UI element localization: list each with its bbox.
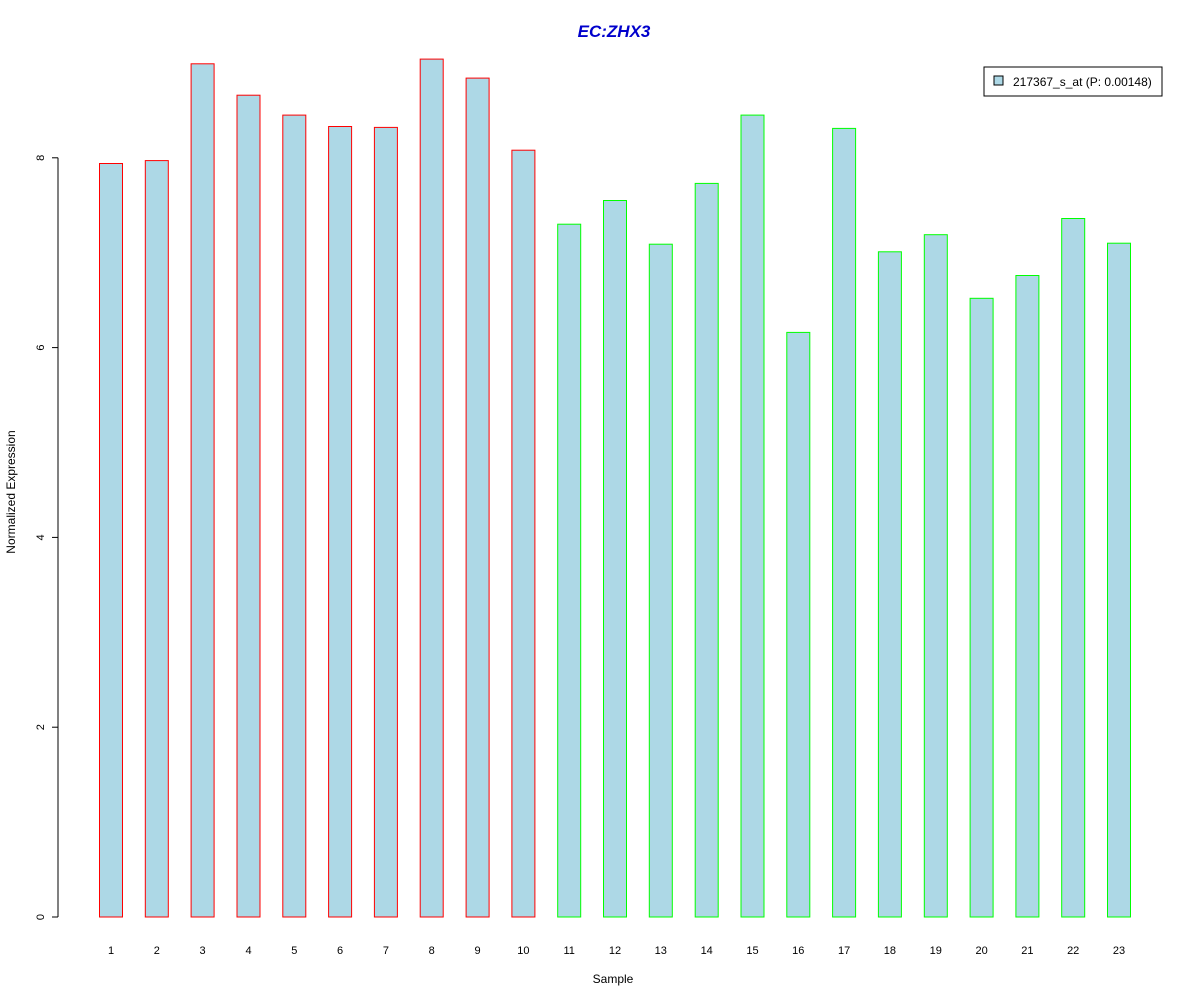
x-tick-label: 8 [429, 945, 435, 957]
x-axis-label: Sample [593, 972, 634, 986]
legend-box [983, 66, 1163, 97]
x-tick-label: 9 [475, 945, 481, 957]
legend-swatch [993, 75, 1004, 86]
bar-sample-16 [786, 331, 811, 918]
bar-sample-1 [99, 163, 123, 918]
x-tick-label: 2 [154, 945, 160, 957]
bar-sample-15 [740, 114, 765, 918]
bar-sample-7 [373, 126, 398, 918]
y-axis: 0 2 4 6 8 [35, 155, 59, 920]
bar-sample-11 [557, 223, 582, 918]
x-tick-label: 6 [337, 945, 343, 957]
bar-sample-4 [236, 94, 261, 918]
y-tick-label: 4 [35, 534, 47, 540]
legend: 217367_s_at (P: 0.00148) [983, 66, 1163, 97]
x-tick-label: 1 [108, 945, 114, 957]
bar-sample-10 [511, 149, 536, 918]
bar-sample-12 [603, 200, 627, 918]
x-tick-label: 16 [792, 945, 804, 957]
chart-title: EC:ZHX3 [578, 22, 651, 41]
y-axis-label: Normalized Expression [4, 430, 18, 553]
bar-sample-3 [190, 63, 215, 918]
y-tick-label: 0 [35, 914, 47, 920]
x-tick-label: 5 [291, 945, 297, 957]
bar-sample-9 [465, 77, 490, 918]
bar-sample-20 [969, 297, 994, 918]
x-tick-label: 4 [245, 945, 251, 957]
x-tick-label: 13 [655, 945, 667, 957]
bars-group [99, 58, 1131, 918]
x-tick-label: 17 [838, 945, 850, 957]
x-tick-label: 11 [563, 945, 574, 957]
bar-sample-17 [832, 127, 857, 918]
x-tick-label: 15 [746, 945, 758, 957]
bar-sample-14 [694, 182, 719, 918]
bar-sample-8 [419, 58, 444, 918]
x-tick-label: 7 [383, 945, 389, 957]
x-tick-labels: 1 2 3 4 5 6 7 8 9 10 11 12 13 14 15 16 17 18 19 20 21 22 23 [108, 945, 1125, 957]
bar-sample-13 [648, 243, 673, 918]
bar-sample-2 [144, 160, 169, 918]
bar-sample-23 [1107, 242, 1131, 918]
x-tick-label: 23 [1113, 945, 1125, 957]
legend-label: 217367_s_at (P: 0.00148) [1013, 75, 1152, 89]
y-tick-label: 8 [35, 155, 47, 161]
x-tick-label: 10 [517, 945, 529, 957]
bar-sample-21 [1015, 275, 1040, 918]
y-tick-label: 6 [35, 345, 47, 351]
bar-sample-22 [1061, 218, 1086, 918]
x-tick-label: 20 [975, 945, 987, 957]
x-tick-label: 12 [609, 945, 621, 957]
x-tick-label: 22 [1067, 945, 1079, 957]
x-tick-label: 19 [930, 945, 942, 957]
x-tick-label: 14 [701, 945, 713, 957]
y-tick-label: 2 [35, 724, 47, 730]
bar-sample-6 [328, 126, 353, 918]
x-tick-label: 18 [884, 945, 896, 957]
bar-sample-5 [282, 114, 307, 918]
x-tick-label: 3 [200, 945, 206, 957]
bar-sample-18 [877, 251, 902, 918]
x-tick-label: 21 [1021, 945, 1033, 957]
bar-sample-19 [923, 234, 948, 918]
